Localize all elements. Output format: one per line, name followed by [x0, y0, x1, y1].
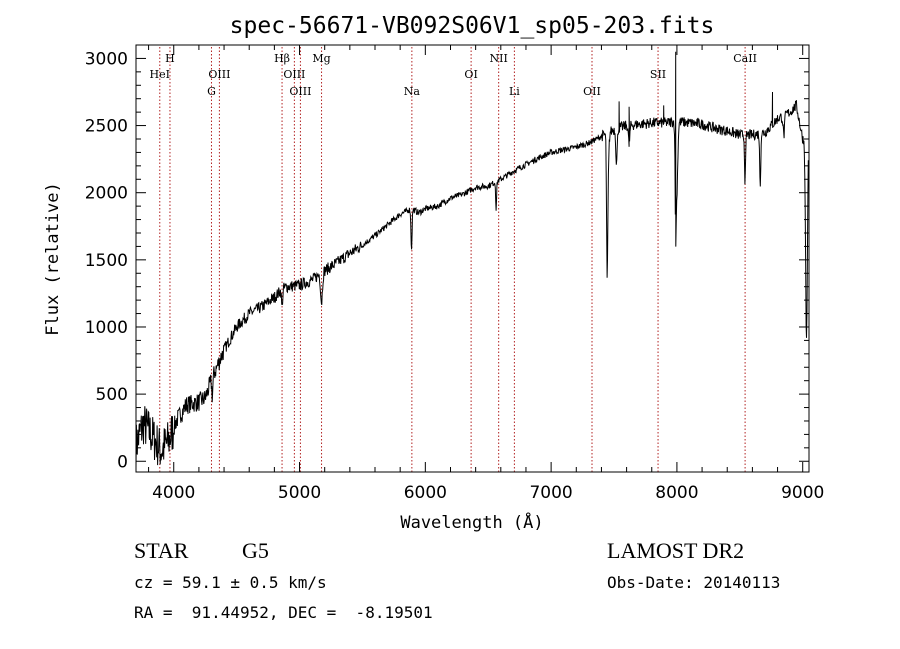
y-axis-label: Flux (relative) [43, 182, 63, 336]
y-axis: 0 500 1000 1500 2000 2500 3000 [85, 49, 809, 472]
line-marker-label: OIII [208, 68, 230, 81]
line-marker-label: G [207, 85, 216, 98]
line-marker-label: Mg [312, 52, 330, 65]
x-tick-label: 8000 [655, 483, 698, 503]
redshift-text: cz = 59.1 ± 0.5 km/s [134, 573, 327, 592]
line-marker-label: OI [464, 68, 477, 81]
line-marker-label: OII [583, 85, 601, 98]
x-axis-label: Wavelength (Å) [400, 511, 543, 533]
x-axis: 4000 5000 6000 7000 8000 9000 [148, 45, 824, 503]
x-tick-label: 4000 [152, 483, 195, 503]
line-marker-label: SII [650, 68, 666, 81]
plot-frame [135, 44, 810, 473]
x-tick-label: 7000 [529, 483, 572, 503]
line-marker-label: NII [490, 52, 508, 65]
object-subclass: G5 [242, 538, 269, 563]
line-marker-label: Na [404, 85, 421, 98]
coordinates-text: RA = 91.44952, DEC = -8.19501 [134, 603, 433, 622]
line-marker-label: Hβ [274, 52, 290, 65]
spectrum-line [135, 51, 809, 469]
y-tick-label: 0 [117, 452, 128, 472]
y-tick-label: 1000 [85, 318, 128, 338]
line-marker-label: OIII [283, 68, 305, 81]
x-tick-label: 6000 [404, 483, 447, 503]
y-tick-label: 1500 [85, 251, 128, 271]
line-markers: HeI H G OIII Hβ OIII OIII Mg Na OI NII Li OII SII CaII [150, 47, 757, 472]
line-marker-label: H [165, 52, 175, 65]
line-marker-label: OIII [289, 85, 311, 98]
line-marker-label: HeI [150, 68, 170, 81]
object-class: STAR [134, 538, 189, 563]
y-tick-label: 500 [96, 385, 128, 405]
line-marker-label: CaII [733, 52, 757, 65]
chart-title: spec-56671-VB092S06V1_sp05-203.fits [230, 13, 715, 39]
obs-date-text: Obs-Date: 20140113 [607, 573, 781, 592]
x-tick-label: 5000 [278, 483, 321, 503]
y-tick-label: 2500 [85, 117, 128, 137]
line-marker-label: Li [509, 85, 520, 98]
y-tick-label: 3000 [85, 49, 128, 69]
x-tick-label: 9000 [781, 483, 824, 503]
y-tick-label: 2000 [85, 184, 128, 204]
survey-name: LAMOST DR2 [607, 538, 745, 563]
